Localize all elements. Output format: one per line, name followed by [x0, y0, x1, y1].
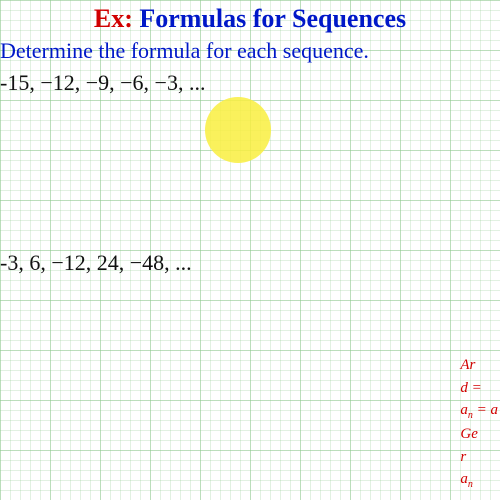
sequence-1: -15, −12, −9, −6, −3, ...	[0, 70, 205, 96]
example-prefix: Ex:	[94, 4, 133, 33]
notes-common-ratio: r	[460, 446, 498, 469]
notes-arithmetic-formula: an = a	[460, 399, 498, 423]
slide-content: Ex: Formulas for Sequences Determine the…	[0, 0, 500, 500]
instruction-text: Determine the formula for each sequence.	[0, 38, 369, 64]
sequence-2: -3, 6, −12, 24, −48, ...	[0, 250, 192, 276]
pointer-highlight	[205, 97, 271, 163]
notes-geometric-formula: an	[460, 468, 498, 492]
slide-title: Formulas for Sequences	[139, 4, 406, 33]
notes-arithmetic-label: Ar	[460, 354, 498, 377]
notes-geometric-label: Ge	[460, 423, 498, 446]
formula-notes: Ar d = an = a Ge r an	[460, 354, 498, 492]
slide-heading: Ex: Formulas for Sequences	[0, 4, 500, 34]
notes-common-difference: d =	[460, 377, 498, 400]
